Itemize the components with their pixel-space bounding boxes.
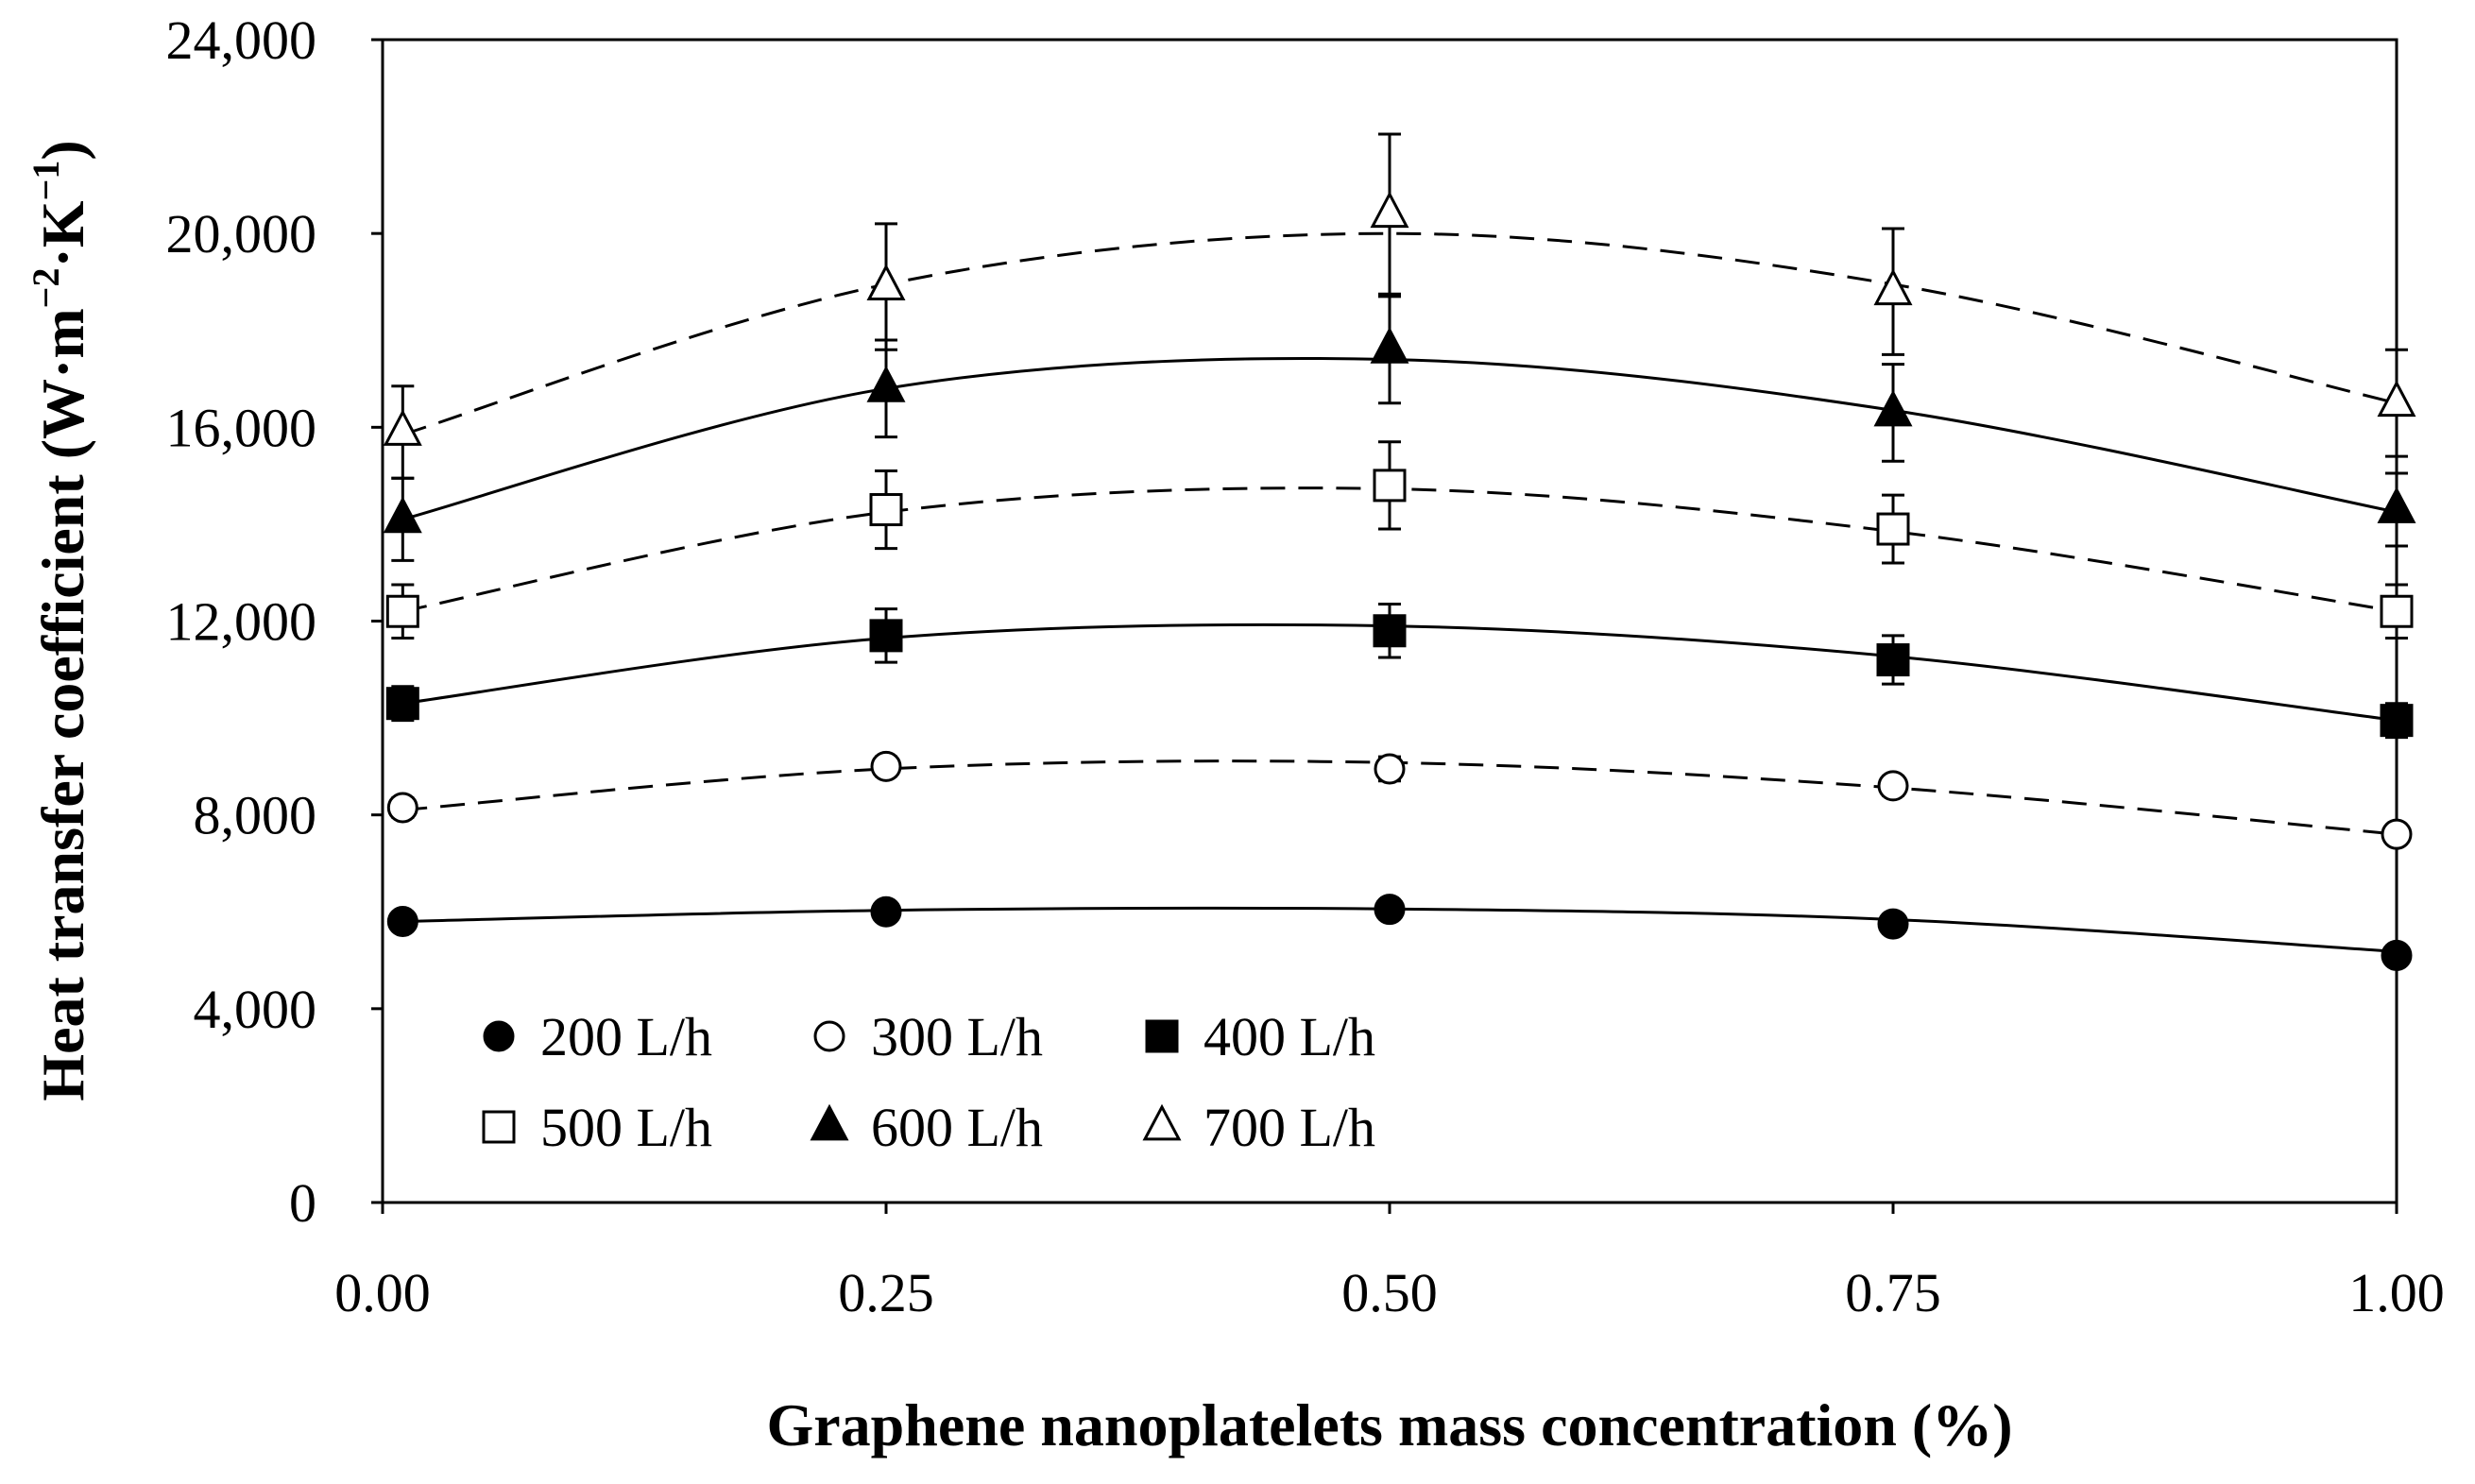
legend-marker [1145, 1019, 1179, 1053]
y-axis-title-end: ) [29, 140, 96, 160]
data-point [385, 594, 419, 628]
legend-label: 200 L/h [540, 1006, 712, 1067]
legend-marker [813, 1020, 845, 1052]
y-tick-label: 0 [289, 1172, 316, 1234]
data-markers [383, 191, 2416, 971]
data-point [1876, 643, 1910, 677]
legend-label: 700 L/h [1203, 1097, 1375, 1158]
data-point [870, 896, 902, 928]
y-tick-label: 12,000 [166, 591, 317, 653]
legend-item: 600 L/h [810, 1097, 1043, 1158]
data-point [1873, 389, 1913, 427]
y-axis-ticks: 0 4,000 8,000 12,000 16,000 20,000 24,000 [166, 9, 383, 1234]
data-point [1373, 614, 1407, 648]
x-axis-title: Graphene nanoplatelets mass concentratio… [766, 1391, 2012, 1458]
data-point [870, 750, 902, 782]
data-point [2380, 704, 2414, 738]
y-tick-label: 4,000 [194, 979, 317, 1040]
data-point [386, 906, 418, 938]
y-axis-title-mid: ·K [29, 200, 96, 267]
data-point [1370, 191, 1409, 229]
legend-item: 400 L/h [1145, 1006, 1375, 1067]
legend-item: 200 L/h [483, 1006, 712, 1067]
data-point [2380, 594, 2414, 628]
legend-label: 400 L/h [1203, 1006, 1375, 1067]
data-point [866, 264, 906, 300]
fit-curve-700-l-h [401, 231, 2398, 436]
data-point [1373, 469, 1407, 503]
y-axis-title-sup1: −2 [25, 268, 67, 309]
legend-marker [482, 1110, 516, 1144]
legend-item: 700 L/h [1142, 1097, 1375, 1158]
y-tick-label: 16,000 [166, 397, 317, 458]
data-point [383, 496, 422, 534]
data-point [385, 687, 419, 721]
data-point [1374, 753, 1406, 785]
legend-label: 600 L/h [871, 1097, 1043, 1158]
y-tick-label: 24,000 [166, 9, 317, 71]
data-point [2381, 939, 2413, 971]
data-point [2377, 486, 2416, 523]
y-axis-title-main: Heat transfer coefficient (W·m [29, 308, 96, 1100]
legend: 200 L/h 300 L/h 400 L/h 500 L/h 600 L/h 700 L… [482, 1006, 1375, 1158]
data-point [866, 365, 906, 402]
data-point [386, 792, 418, 824]
legend-label: 500 L/h [540, 1097, 712, 1158]
data-point [1876, 512, 1910, 546]
data-point [869, 493, 903, 527]
data-point [2381, 818, 2413, 850]
y-tick-label: 8,000 [194, 785, 317, 846]
legend-marker [483, 1020, 515, 1052]
x-tick-label: 0.00 [334, 1262, 431, 1323]
legend-marker [1142, 1103, 1182, 1141]
y-axis-title: Heat transfer coefficient (W·m−2·K−1) [25, 140, 96, 1100]
data-point [1877, 770, 1909, 802]
legend-label: 300 L/h [871, 1006, 1043, 1067]
legend-item: 300 L/h [813, 1006, 1043, 1067]
x-tick-label: 0.75 [1845, 1262, 1941, 1323]
data-point [1370, 326, 1409, 364]
data-point [1374, 894, 1406, 926]
x-axis-ticks: 0.00 0.25 0.50 0.75 1.00 [334, 1203, 2445, 1323]
data-point [1873, 268, 1913, 306]
legend-marker [810, 1103, 849, 1141]
legend-item: 500 L/h [482, 1097, 712, 1158]
x-tick-label: 0.25 [838, 1262, 934, 1323]
data-point [1877, 908, 1909, 940]
y-axis-title-sup2: −1 [25, 161, 67, 201]
x-tick-label: 0.50 [1341, 1262, 1438, 1323]
data-point [869, 619, 903, 653]
y-tick-label: 20,000 [166, 203, 317, 264]
data-point [383, 409, 422, 446]
data-point [2377, 380, 2416, 418]
x-tick-label: 1.00 [2348, 1262, 2445, 1323]
